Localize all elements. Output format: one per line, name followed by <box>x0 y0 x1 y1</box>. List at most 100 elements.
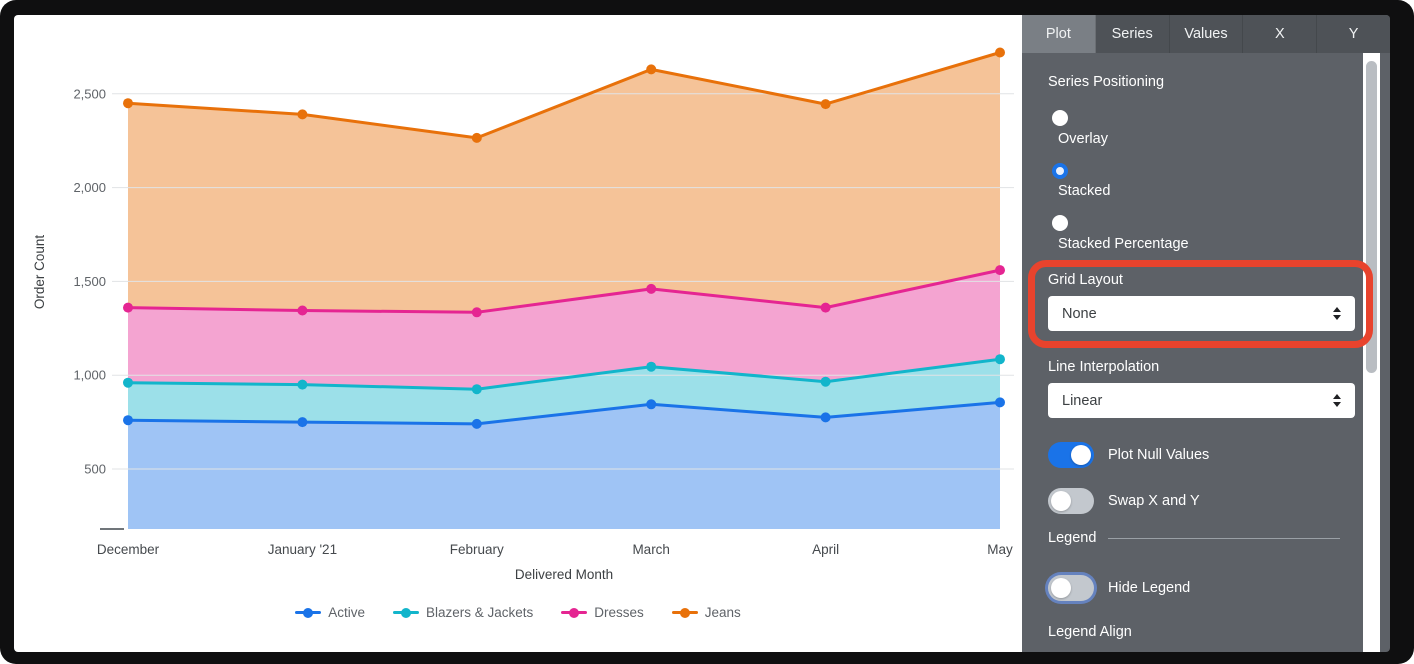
radio-overlay[interactable] <box>1052 110 1068 126</box>
y-tick-label: 500 <box>84 462 106 477</box>
data-point[interactable] <box>123 98 133 109</box>
line-interpolation-label: Line Interpolation <box>1048 359 1160 375</box>
data-point[interactable] <box>471 384 482 395</box>
legend-marker-icon <box>671 607 698 618</box>
tab-label: Values <box>1184 26 1228 42</box>
stacked-area-chart: 500 1,000 1,500 2,000 2,500 December January '… <box>32 47 1014 582</box>
settings-body: Series Positioning Overlay Stacked Stack… <box>1022 53 1390 652</box>
toggle-knob <box>1071 445 1091 465</box>
hide-legend-row: Hide Legend <box>1048 575 1190 601</box>
y-tick-label: 1,500 <box>73 274 106 289</box>
plot-null-values-toggle[interactable] <box>1048 442 1094 468</box>
legend-marker-dot <box>303 607 314 618</box>
settings-tabbar: Plot Series Values X Y <box>1022 15 1390 53</box>
panel-scrollbar-thumb[interactable] <box>1366 61 1377 373</box>
data-point[interactable] <box>995 265 1005 276</box>
data-point[interactable] <box>471 307 482 318</box>
series-line <box>126 51 1002 140</box>
area-band <box>128 270 1000 390</box>
legend-item[interactable]: Blazers & Jackets <box>392 605 534 620</box>
x-tick-label: January '21 <box>268 542 337 557</box>
data-point[interactable] <box>646 361 657 372</box>
tab-x[interactable]: X <box>1243 15 1318 53</box>
legend-item-label: Active <box>328 605 365 620</box>
x-axis-title: Delivered Month <box>515 567 613 582</box>
legend-item-label: Blazers & Jackets <box>425 605 534 620</box>
tab-label: Series <box>1111 26 1153 42</box>
data-point[interactable] <box>995 47 1005 58</box>
tab-label: Y <box>1348 26 1359 42</box>
x-tick-label: March <box>632 542 670 557</box>
area-band <box>128 402 1000 529</box>
data-point[interactable] <box>123 415 133 426</box>
data-point[interactable] <box>820 302 831 313</box>
data-point[interactable] <box>297 305 308 316</box>
data-point[interactable] <box>297 379 308 390</box>
data-point[interactable] <box>995 397 1005 408</box>
grid-layout-select[interactable]: None <box>1048 296 1355 331</box>
data-point[interactable] <box>471 418 482 429</box>
radio-stacked-label[interactable]: Stacked <box>1058 183 1111 199</box>
y-tick-label: 1,000 <box>73 368 106 383</box>
tab-y[interactable]: Y <box>1317 15 1390 53</box>
toggle-knob <box>1051 491 1071 511</box>
updown-arrows-icon <box>1333 394 1341 407</box>
data-point[interactable] <box>297 109 308 120</box>
radio-stacked[interactable] <box>1052 163 1068 179</box>
area-band <box>128 359 1000 424</box>
tab-plot[interactable]: Plot <box>1022 15 1096 53</box>
legend-item[interactable]: Jeans <box>671 605 741 620</box>
data-point[interactable] <box>646 64 657 75</box>
viz-settings-panel: Plot Series Values X Y Series Positionin… <box>1022 15 1390 652</box>
legend-header-label: Legend <box>1048 530 1097 546</box>
tab-series[interactable]: Series <box>1096 15 1170 53</box>
legend-marker-icon <box>295 607 322 618</box>
line-interpolation-value: Linear <box>1062 392 1103 409</box>
legend-align-label: Legend Align <box>1048 624 1132 640</box>
series-line <box>126 357 1002 391</box>
radio-stacked-percentage-label[interactable]: Stacked Percentage <box>1058 236 1189 252</box>
series-line <box>126 400 1002 426</box>
x-tick-label: May <box>987 542 1013 557</box>
tab-label: X <box>1274 26 1285 42</box>
data-point[interactable] <box>123 377 133 388</box>
y-tick-label: 2,500 <box>73 86 106 101</box>
y-axis-title: Order Count <box>32 235 47 310</box>
data-point[interactable] <box>820 99 831 110</box>
radio-stacked-percentage[interactable] <box>1052 215 1068 231</box>
section-divider <box>1108 537 1340 539</box>
swap-x-y-toggle[interactable] <box>1048 488 1094 514</box>
legend-item[interactable]: Dresses <box>561 605 644 620</box>
hide-legend-label: Hide Legend <box>1108 580 1191 596</box>
panel-scrollbar-track[interactable] <box>1363 53 1380 652</box>
tab-values[interactable]: Values <box>1170 15 1244 53</box>
chart-canvas: 500 1,000 1,500 2,000 2,500 December January '… <box>14 15 1022 652</box>
grid-layout-value: None <box>1062 305 1097 322</box>
legend-item[interactable]: Active <box>295 605 365 620</box>
swap-x-y-row: Swap X and Y <box>1048 488 1200 514</box>
legend-marker-dot <box>679 607 690 618</box>
data-point[interactable] <box>297 417 308 428</box>
plot-null-values-row: Plot Null Values <box>1048 442 1209 468</box>
legend-marker-icon <box>561 607 588 618</box>
data-point[interactable] <box>646 283 657 294</box>
series-line <box>126 268 1002 314</box>
series-positioning-label: Series Positioning <box>1048 74 1165 90</box>
data-point[interactable] <box>820 376 831 387</box>
data-point[interactable] <box>123 302 133 313</box>
x-tick-label: February <box>450 542 504 557</box>
area-band <box>128 52 1000 313</box>
hide-legend-toggle[interactable] <box>1048 575 1094 601</box>
data-point[interactable] <box>471 132 482 143</box>
plot-null-values-label: Plot Null Values <box>1108 447 1210 463</box>
radio-overlay-label[interactable]: Overlay <box>1058 131 1108 147</box>
swap-x-y-label: Swap X and Y <box>1108 493 1200 509</box>
tab-label: Plot <box>1045 26 1071 42</box>
data-point[interactable] <box>820 412 831 423</box>
line-interpolation-select[interactable]: Linear <box>1048 383 1355 418</box>
legend-item-label: Dresses <box>594 605 644 620</box>
x-tick-label: December <box>97 542 160 557</box>
data-point[interactable] <box>646 399 657 410</box>
data-point[interactable] <box>995 354 1005 365</box>
